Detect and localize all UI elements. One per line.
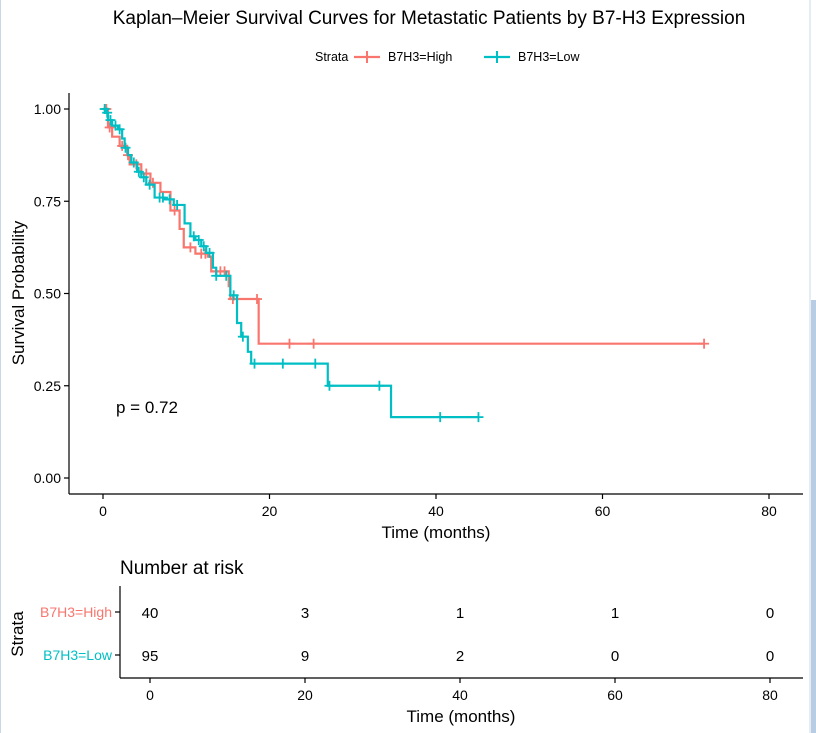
censor-mark [699,338,710,349]
frame-scrollbar-strip [811,300,816,733]
risk-count: 0 [611,648,619,665]
survival-curve-B7H3=Low [103,107,479,419]
y-tick-label: 0.75 [34,193,61,209]
main-plot-axes: 0.00 0.25 0.50 0.75 1.00 0 20 40 60 80 [34,93,803,519]
x-tick-label: 80 [761,503,777,519]
risk-x-tick-label: 0 [146,687,154,703]
x-tick-label: 20 [262,503,278,519]
legend-label: B7H3=High [388,50,452,64]
legend-label: B7H3=Low [518,50,580,64]
censor-mark [228,290,239,301]
censor-mark [237,331,248,342]
survival-curve-B7H3=High [103,107,705,345]
censor-mark [138,172,149,183]
censor-mark [249,358,260,369]
risk-count: 0 [766,648,774,665]
risk-x-tick-label: 60 [607,687,623,703]
x-tick-label: 0 [99,503,107,519]
censor-mark [105,115,116,126]
censor-mark [193,234,204,245]
censor-mark [221,270,232,281]
censor-mark [185,242,196,253]
censor-mark [324,380,335,391]
risk-count: 1 [611,605,619,622]
risk-row-label-B7H3=High: B7H3=High [40,604,112,620]
censor-mark [435,412,446,423]
y-tick-label: 1.00 [34,101,61,117]
censor-mark [310,358,321,369]
risk-x-tick-label: 20 [297,687,313,703]
legend-item-B7H3=High: B7H3=High [354,50,452,64]
risk-x-tick-label: 80 [762,687,778,703]
y-tick-label: 0.25 [34,378,61,394]
censor-mark [114,124,125,135]
risk-table-strata-label: Strata [8,611,27,657]
chart-title: Kaplan–Meier Survival Curves for Metasta… [113,8,746,29]
censor-mark [204,247,215,258]
legend-item-B7H3=Low: B7H3=Low [484,50,580,64]
risk-count: 95 [142,648,159,665]
censor-mark [164,194,175,205]
risk-table-title: Number at risk [120,558,244,579]
censor-mark [277,358,288,369]
risk-count: 1 [456,605,464,622]
censor-mark [128,157,139,168]
censor-mark [102,107,113,118]
risk-x-tick-label: 40 [452,687,468,703]
x-axis-label: Time (months) [382,523,491,542]
legend-title: Strata [315,50,348,64]
censor-mark [252,294,263,305]
y-axis-label: Survival Probability [9,220,28,365]
censor-mark [169,205,180,216]
risk-row-label-B7H3=Low: B7H3=Low [43,647,113,663]
risk-count: 0 [766,605,774,622]
risk-count: 2 [456,648,464,665]
risk-count: 40 [142,605,159,622]
censor-mark [172,199,183,210]
censor-mark [473,412,484,423]
censor-mark [284,338,295,349]
main-plot-area [99,104,710,423]
legend: Strata B7H3=High B7H3=Low [315,50,580,64]
censor-mark [374,380,385,391]
risk-table-x-axis-label: Time (months) [407,707,516,726]
censor-mark [198,241,209,252]
y-tick-label: 0.50 [34,286,61,302]
p-value-label: p = 0.72 [116,398,178,417]
x-tick-label: 40 [428,503,444,519]
risk-count: 3 [301,605,309,622]
censor-mark [120,142,131,153]
x-tick-label: 60 [595,503,611,519]
censor-mark [133,166,144,177]
censor-mark [211,270,222,281]
censor-mark [144,179,155,190]
y-tick-label: 0.00 [34,470,61,486]
censor-mark [308,338,319,349]
censor-mark [157,192,168,203]
risk-count: 9 [301,648,309,665]
